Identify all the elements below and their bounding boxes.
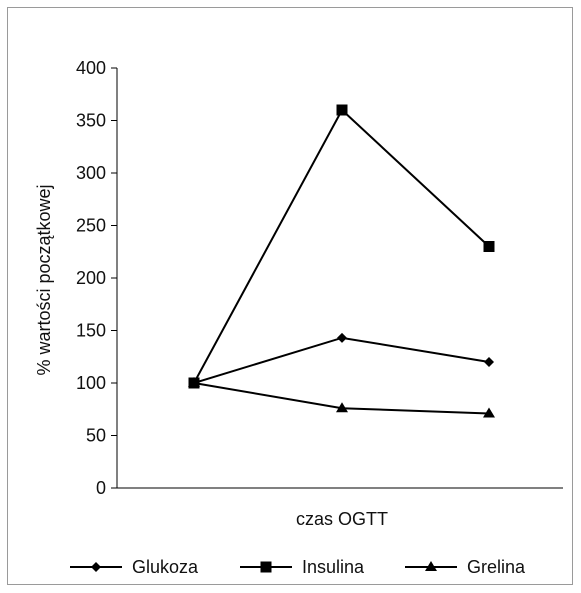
data-point-glukoza [337,332,347,343]
series-line-glukoza [193,336,490,384]
data-point-grelina [336,402,348,413]
data-point-glukoza [484,357,494,367]
legend-label-insulina: Insulina [302,557,365,577]
y-axis: 0 50 100 150 200 250 300 350 400 [76,58,118,498]
data-point-grelina [483,407,495,418]
y-tick-label: 100 [76,373,106,393]
data-point-grelina [188,377,200,387]
series-grelina [188,377,495,418]
series-insulina [188,104,495,389]
x-axis-title: czas OGTT [296,509,388,529]
legend-label-grelina: Grelina [467,557,526,577]
legend: Glukoza Insulina Grelina [70,557,526,577]
legend-marker-glukoza [91,562,101,572]
legend-item-grelina: Grelina [405,557,526,577]
y-tick-label: 50 [86,426,106,446]
data-point-insulina [336,104,348,116]
y-axis-title: % wartości początkowej [34,184,54,375]
data-point-insulina [483,241,495,252]
y-tick-label: 250 [76,216,106,236]
chart-frame [7,7,573,585]
y-tick-label: 0 [96,478,106,498]
y-tick-label: 300 [76,163,106,183]
y-tick-label: 400 [76,58,106,78]
legend-marker-insulina [260,561,272,573]
series-glukoza [189,332,494,388]
legend-marker-grelina [425,561,437,571]
series-layer [188,104,495,418]
y-tick-label: 150 [76,321,106,341]
y-tick-label: 350 [76,111,106,131]
legend-item-glukoza: Glukoza [70,557,199,577]
y-tick-label: 200 [76,268,106,288]
legend-item-insulina: Insulina [240,557,365,577]
legend-label-glukoza: Glukoza [132,557,199,577]
